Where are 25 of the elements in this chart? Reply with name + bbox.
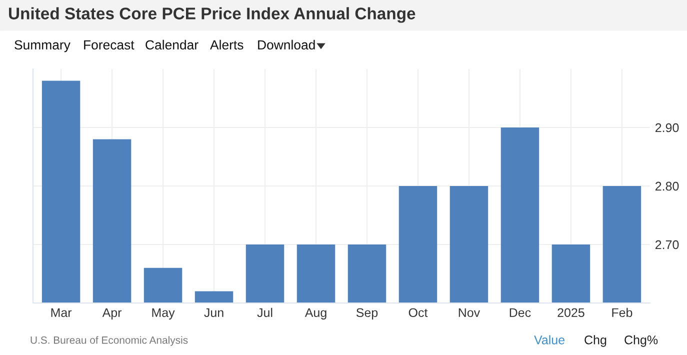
chart-title: United States Core PCE Price Index Annual Change [9,7,416,23]
x-tick-label: Apr [102,308,122,320]
text: Chg [584,335,606,347]
text: Value [534,335,564,344]
text: Download [258,40,315,50]
y-tick-label: 2.70 [655,240,679,250]
x-tick-label: Jul [257,308,272,318]
x-tick-label: Nov [458,308,480,318]
x-tick-label: Feb [612,308,632,318]
x-tick-label: Mar [51,308,72,318]
text: U.S. Bureau of Economic Analysis [30,336,188,346]
text: Alerts [210,40,244,50]
x-tick-label: Sep [356,308,378,320]
x-tick-label: Dec [510,308,531,318]
text: Forecast [84,40,134,50]
text: Chg% [624,335,658,347]
x-tick-label: May [152,308,175,320]
x-tick-label: Aug [304,308,326,320]
x-tick-label: Jun [204,308,224,318]
x-tick-label: 2025 [558,308,584,318]
y-tick-label: 2.80 [655,182,679,191]
x-tick-label: Oct [408,308,428,318]
text: Calendar [146,40,198,50]
text: Summary [14,40,70,52]
y-tick-label: 2.90 [655,123,679,132]
